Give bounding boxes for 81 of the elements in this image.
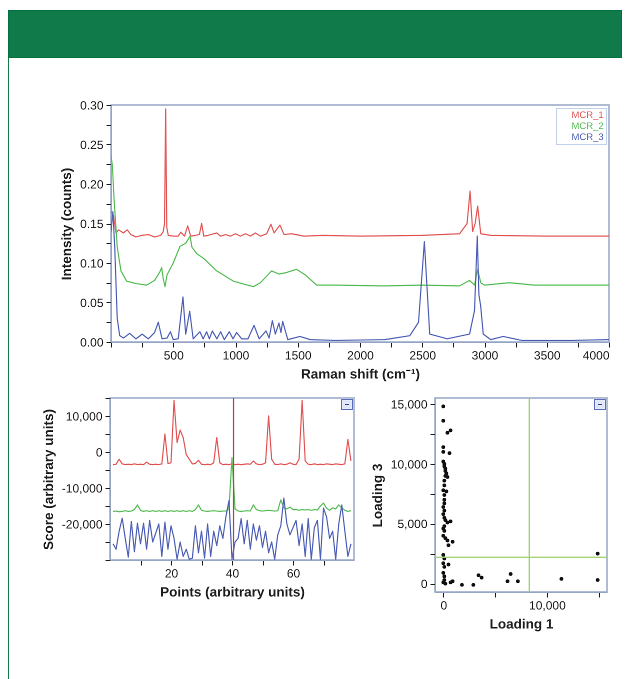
point [560,576,564,581]
point [442,574,446,578]
point [516,579,520,584]
x-tick-label: 40 [226,566,240,580]
point [446,520,450,524]
point [442,502,446,506]
point [441,553,446,557]
y-tick-label: -20,000 [62,518,103,532]
y-tick-label: 0 [96,446,103,460]
x-tick-label: 1500 [284,348,312,362]
x-tick-label: 3000 [472,348,499,362]
x-axis-title: Raman shift (cm⁻¹) [300,366,420,382]
y-tick-label: 0.20 [80,178,104,192]
line-series [111,108,609,238]
point [441,488,446,492]
x-tick-label: 1000 [222,348,250,362]
point [446,543,450,548]
point [446,538,450,542]
y-tick-label: 0.05 [80,296,104,310]
point [448,519,452,524]
point [446,430,450,435]
point [443,518,448,522]
point [441,450,446,454]
x-tick-label: 500 [164,348,184,362]
point [441,418,446,423]
y-tick-label: 5,000 [397,517,428,532]
point [446,562,450,566]
y-tick-label: 0 [420,577,428,592]
y-tick-label: 15,000 [390,397,428,412]
point [442,529,446,533]
line-series [111,156,609,288]
point [596,578,600,582]
point [442,564,446,569]
x-tick-label: 3500 [534,348,561,362]
point [596,552,600,556]
point [441,561,446,566]
point [448,451,452,455]
y-tick-label: 0.30 [80,98,104,112]
y-axis-title: Score (arbitrary units) [40,408,56,550]
point [441,404,446,408]
y-tick-label: 0.15 [80,217,104,231]
y-tick-label: 0.25 [80,138,104,152]
point [476,573,480,578]
y-tick-label: 0.00 [80,336,104,350]
point [506,579,510,584]
point [442,498,446,502]
text: MCR_3 [572,132,604,143]
point [442,484,446,488]
point [444,490,448,494]
point [480,576,484,580]
x-tick-label: 20 [164,566,178,580]
y-tick-label: 0.10 [80,256,104,270]
point [441,512,446,516]
y-tick-label: -10,000 [62,482,103,496]
y-tick-label: 10,000 [390,457,428,472]
point [442,478,446,482]
line-series [112,400,352,466]
x-tick-label: 60 [286,566,300,580]
text: MCR_1 [572,110,604,121]
y-tick-label: 10,000 [66,410,103,424]
point [450,540,454,544]
point [441,534,446,538]
y-axis-title: Intensity (counts) [59,168,74,280]
line-series [112,457,352,512]
x-tick-label: 4000 [582,348,610,362]
text: MCR_2 [572,120,604,132]
point [448,428,452,432]
point [441,570,446,575]
x-tick-label: 2000 [347,348,374,362]
x-axis-title: Points (arbitrary units) [160,584,305,600]
point [508,572,513,576]
point [460,582,464,587]
point [441,445,446,449]
point [471,582,476,587]
line-series [112,497,352,560]
x-axis-title: Loading 1 [490,616,554,632]
point [442,493,446,497]
y-axis-title: Loading 3 [370,463,385,528]
point [441,505,446,509]
point [442,508,446,512]
x-tick-label: 2500 [409,348,436,362]
